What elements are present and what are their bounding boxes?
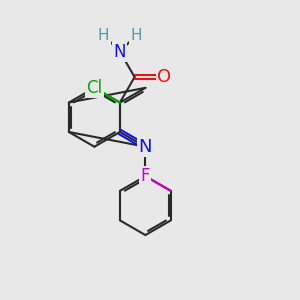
Text: H: H [98,28,109,43]
Text: O: O [138,138,152,156]
Text: F: F [141,167,150,185]
Text: N: N [114,43,126,61]
Text: O: O [157,68,171,86]
Text: Cl: Cl [86,79,102,97]
Text: H: H [130,28,142,43]
Text: N: N [139,138,152,156]
